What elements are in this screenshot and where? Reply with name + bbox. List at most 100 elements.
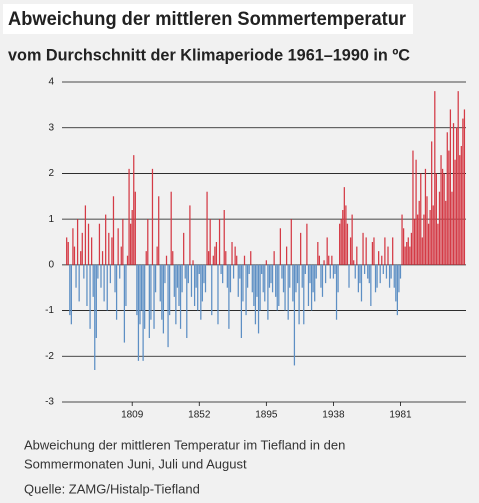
bar <box>406 242 408 265</box>
bar <box>379 264 381 284</box>
bar <box>284 264 286 311</box>
bar <box>190 264 193 297</box>
bar <box>363 264 366 274</box>
bar <box>429 210 431 265</box>
bar <box>301 264 303 288</box>
bar <box>80 251 82 265</box>
bar <box>317 242 319 265</box>
bar <box>245 264 247 316</box>
bar <box>232 264 235 279</box>
bar <box>409 246 411 265</box>
bar <box>329 264 331 279</box>
y-tick-label: 2 <box>48 168 54 179</box>
bar <box>123 264 126 343</box>
bar <box>136 264 138 316</box>
bar <box>187 264 189 284</box>
bar <box>198 264 200 274</box>
bar <box>441 168 444 265</box>
y-tick-label: -2 <box>45 351 54 362</box>
bar <box>153 264 155 329</box>
bar <box>242 264 244 302</box>
bar <box>234 246 236 265</box>
bar <box>203 264 205 284</box>
caption: Sommermonaten Juni, Juli und August <box>24 456 247 471</box>
bar <box>359 264 361 284</box>
bar <box>69 264 71 316</box>
bar <box>204 264 207 293</box>
bar <box>303 264 305 325</box>
bar <box>365 237 367 265</box>
bar <box>122 219 124 265</box>
bar <box>339 223 341 265</box>
bar <box>410 232 413 265</box>
bar <box>159 264 161 302</box>
bar <box>119 264 121 279</box>
bar <box>67 242 69 265</box>
bar <box>117 228 119 265</box>
bar <box>175 264 177 325</box>
y-tick-label: 3 <box>48 122 54 133</box>
bar <box>131 210 133 265</box>
bar <box>271 264 274 293</box>
bar <box>183 232 185 265</box>
bar <box>200 264 202 320</box>
bar <box>385 264 388 279</box>
bar <box>225 251 227 265</box>
bar <box>373 237 375 265</box>
bar <box>195 264 197 288</box>
bar <box>151 168 154 265</box>
bar <box>279 228 282 265</box>
bar <box>112 196 115 265</box>
bar <box>128 168 130 265</box>
bar <box>427 223 430 265</box>
bar <box>348 264 350 288</box>
bar <box>334 264 336 274</box>
bar <box>374 264 377 293</box>
bar <box>275 264 277 297</box>
bar <box>66 237 68 265</box>
bar <box>315 264 317 279</box>
bar <box>390 264 392 279</box>
bar <box>340 219 342 265</box>
bar <box>164 264 166 284</box>
bar <box>312 264 314 293</box>
bar <box>134 191 136 265</box>
bar <box>212 255 214 265</box>
bar <box>83 264 85 279</box>
bar <box>354 264 356 279</box>
bar <box>413 219 416 265</box>
bar <box>298 264 300 325</box>
bar <box>115 264 118 320</box>
bar <box>392 237 394 265</box>
bar <box>169 264 171 316</box>
y-tick-label: -1 <box>45 305 54 316</box>
bar <box>396 264 398 316</box>
bar <box>189 205 191 265</box>
bar <box>170 191 172 265</box>
bar <box>382 264 384 274</box>
bar <box>75 264 77 288</box>
bar <box>432 205 434 265</box>
bar <box>256 264 258 297</box>
bar <box>145 251 147 265</box>
bar <box>387 246 389 265</box>
bar <box>460 146 462 265</box>
bar <box>426 196 428 265</box>
bar <box>306 223 308 265</box>
bar <box>345 205 347 265</box>
bar <box>395 264 397 302</box>
bar <box>300 232 302 265</box>
bar <box>398 264 400 293</box>
bar <box>162 264 165 334</box>
bar <box>412 150 414 265</box>
bar <box>248 264 250 274</box>
bar <box>226 264 228 288</box>
bar <box>214 246 216 265</box>
bar <box>381 255 383 265</box>
y-tick-label: 1 <box>48 214 54 225</box>
bar <box>418 200 420 265</box>
bar <box>440 155 442 265</box>
bar <box>304 264 306 274</box>
